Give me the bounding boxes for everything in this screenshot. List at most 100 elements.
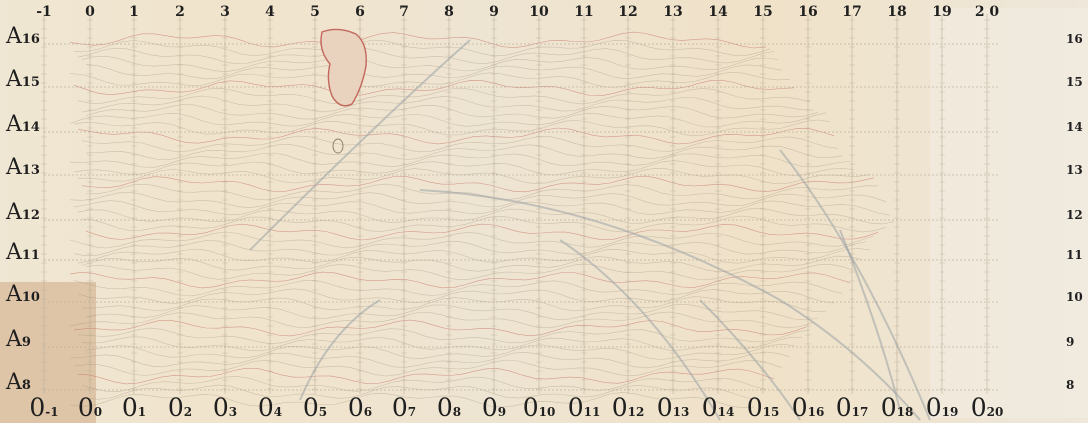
bottom-label-letter: 0 [791, 393, 808, 422]
row-label-number: 12 [21, 208, 40, 223]
grid-lines [41, 14, 1000, 394]
row-label-right: 16 [1066, 32, 1083, 46]
bottom-label: 014 [696, 395, 740, 423]
bottom-label: 020 [965, 395, 1009, 423]
row-label-right: 8 [1066, 378, 1075, 392]
paper-stain [0, 282, 96, 423]
contour-lines [69, 31, 895, 409]
bottom-label: 013 [651, 395, 695, 423]
bottom-label-number: 1 [137, 405, 147, 419]
small-oval-feature [332, 138, 344, 154]
contour-line [77, 327, 811, 345]
contour-line [85, 343, 795, 360]
bottom-label-number: 8 [452, 405, 462, 419]
bottom-label-number: 7 [407, 405, 417, 419]
bottom-label-number: 20 [986, 405, 1004, 419]
bottom-label-letter: 0 [121, 393, 138, 422]
contour-line [81, 296, 827, 312]
bottom-label: 01 [112, 395, 156, 423]
row-label-number: 10 [21, 290, 40, 305]
contour-line [73, 279, 843, 297]
contour-line [69, 271, 851, 289]
bottom-label-number: 0 [93, 405, 103, 419]
bottom-label: 018 [875, 395, 919, 423]
contour-line [73, 319, 807, 337]
bottom-label: 012 [606, 395, 650, 423]
column-label: 7 [399, 4, 409, 20]
row-label-right: 9 [1066, 335, 1075, 349]
row-label-letter: A [6, 240, 22, 265]
column-label: 15 [753, 4, 773, 20]
column-label: 2 0 [974, 4, 1000, 20]
contour-line [73, 39, 771, 57]
bottom-label-letter: 0 [29, 393, 46, 422]
contour-line [81, 376, 767, 393]
contour-line [77, 127, 835, 145]
column-label: 9 [489, 4, 499, 20]
bottom-label-letter: 0 [880, 393, 897, 422]
pencil-stroke [299, 299, 381, 401]
bottom-label-number: 12 [627, 405, 645, 419]
contour-line [81, 255, 863, 273]
contour-line [77, 87, 811, 105]
contour-line [85, 263, 855, 281]
contour-line [81, 55, 779, 73]
bottom-label: 02 [158, 395, 202, 423]
row-label-right: 13 [1066, 163, 1083, 177]
bottom-label: 0-1 [22, 395, 66, 423]
column-label: 8 [444, 4, 454, 20]
column-label: 18 [887, 4, 907, 20]
contour-line [81, 175, 875, 193]
bottom-label-letter: 0 [835, 393, 852, 422]
column-label: 19 [932, 4, 952, 20]
bottom-label: 011 [562, 395, 606, 423]
contour-line [69, 71, 791, 88]
row-label-right: 11 [1066, 248, 1083, 262]
pencil-stroke [839, 229, 901, 411]
contour-line [73, 119, 831, 137]
bottom-label-number: 2 [183, 405, 193, 419]
row-label-right: 15 [1066, 75, 1083, 89]
contour-line [69, 351, 791, 369]
row-label: A11 [6, 242, 40, 267]
column-label: 12 [618, 4, 638, 20]
bottom-label-letter: 0 [481, 393, 498, 422]
bottom-label-letter: 0 [522, 393, 539, 422]
contour-line [69, 392, 755, 409]
row-label-right: 12 [1066, 208, 1083, 222]
row-label: A9 [6, 329, 31, 354]
contour-line [73, 240, 867, 257]
bottom-label: 015 [741, 395, 785, 423]
column-label: 3 [220, 4, 230, 20]
bottom-label-letter: 0 [746, 393, 763, 422]
contour-line [85, 64, 783, 80]
bottom-label: 00 [68, 395, 112, 423]
red-outlined-feature [320, 28, 367, 154]
row-label: A12 [6, 202, 40, 227]
bottom-label-letter: 0 [611, 393, 628, 422]
bottom-label-number: 6 [363, 405, 373, 419]
row-label: A15 [6, 69, 40, 94]
row-label: A13 [6, 157, 40, 182]
row-label-letter: A [6, 67, 22, 92]
bottom-label-number: 4 [273, 405, 283, 419]
contour-line [77, 47, 775, 65]
bottom-label: 010 [517, 395, 561, 423]
bottom-label-number: 11 [583, 405, 601, 419]
row-label-number: 9 [21, 335, 31, 350]
contour-line [69, 112, 827, 128]
contour-line [69, 31, 767, 49]
bottom-label-letter: 0 [970, 393, 987, 422]
contour-line [81, 336, 803, 352]
column-label: 5 [310, 4, 320, 20]
bottom-label-number: 16 [807, 405, 825, 419]
column-label: 16 [798, 4, 818, 20]
bottom-label: 05 [293, 395, 337, 423]
column-label: 17 [842, 4, 862, 20]
bottom-label: 016 [786, 395, 830, 423]
pencil-stroke [559, 239, 721, 421]
bottom-label-number: -1 [45, 405, 59, 419]
paper-pale-region [930, 8, 1088, 418]
